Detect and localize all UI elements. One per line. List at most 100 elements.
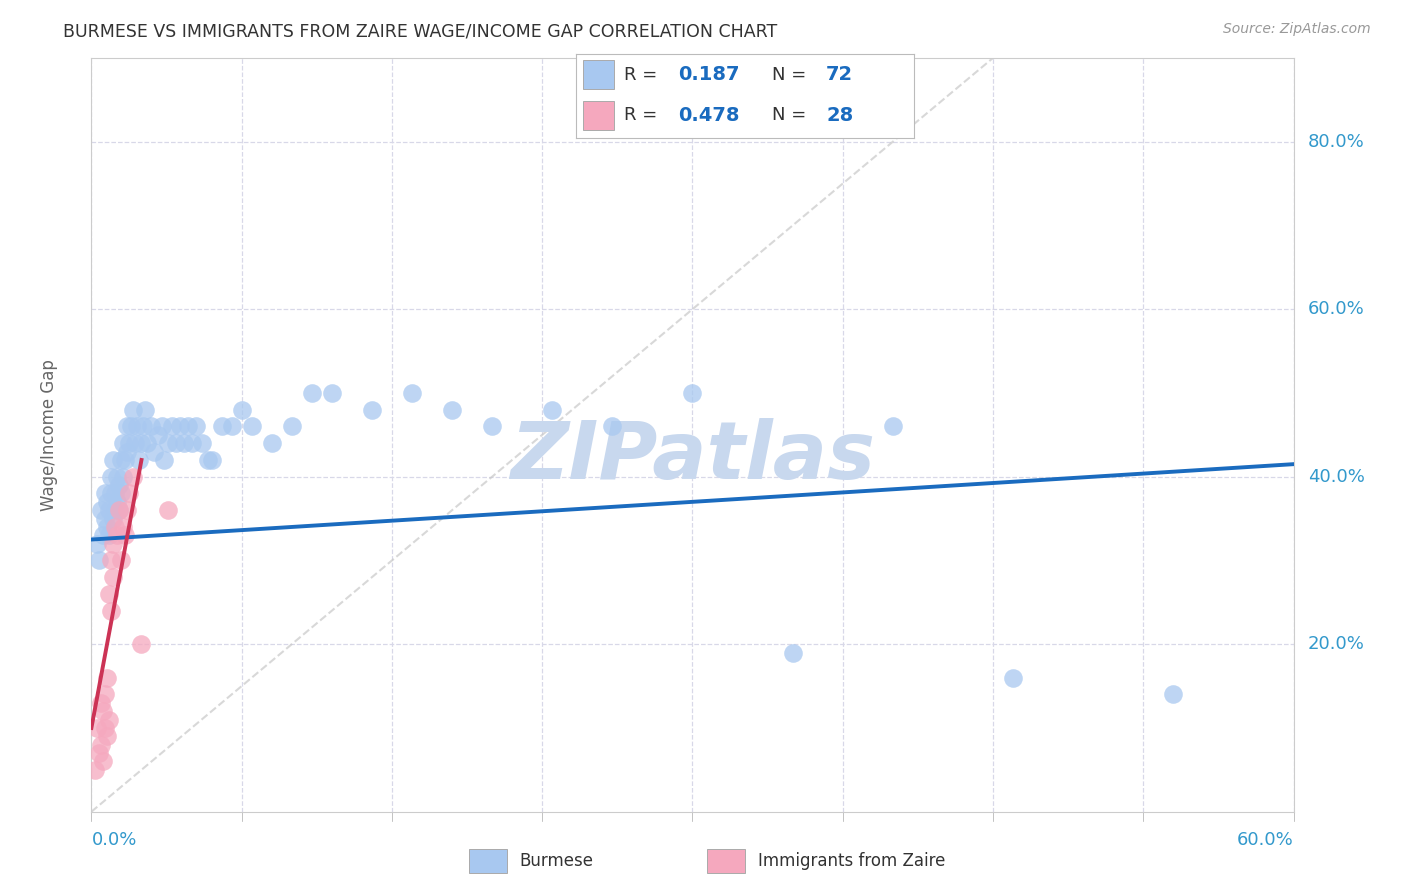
- Point: [602, 419, 624, 434]
- Point: [180, 436, 202, 450]
- Point: [110, 453, 132, 467]
- Point: [104, 486, 127, 500]
- Point: [301, 386, 323, 401]
- Point: [156, 436, 179, 450]
- Point: [321, 386, 343, 401]
- Point: [176, 419, 198, 434]
- Point: [98, 503, 121, 517]
- Text: Burmese: Burmese: [520, 852, 593, 871]
- Point: [134, 402, 156, 417]
- Point: [184, 419, 207, 434]
- Point: [93, 704, 115, 718]
- Point: [150, 419, 173, 434]
- Point: [94, 721, 117, 735]
- Text: 20.0%: 20.0%: [1308, 635, 1365, 653]
- Point: [98, 713, 121, 727]
- Point: [93, 528, 115, 542]
- Point: [401, 386, 423, 401]
- Point: [117, 444, 139, 458]
- Point: [96, 520, 118, 534]
- Point: [112, 520, 135, 534]
- Point: [90, 696, 112, 710]
- FancyBboxPatch shape: [707, 849, 745, 873]
- Point: [481, 419, 503, 434]
- Text: Wage/Income Gap: Wage/Income Gap: [41, 359, 58, 511]
- Point: [360, 402, 382, 417]
- FancyBboxPatch shape: [583, 101, 613, 130]
- Point: [152, 453, 174, 467]
- Point: [124, 436, 146, 450]
- Point: [117, 419, 139, 434]
- Point: [107, 469, 129, 483]
- Point: [96, 495, 118, 509]
- Point: [94, 486, 117, 500]
- Point: [104, 503, 127, 517]
- Point: [112, 469, 135, 483]
- Point: [98, 587, 121, 601]
- Point: [104, 520, 127, 534]
- Point: [221, 419, 243, 434]
- Text: 0.0%: 0.0%: [91, 830, 136, 848]
- Text: 80.0%: 80.0%: [1308, 133, 1365, 151]
- Text: ZIPatlas: ZIPatlas: [510, 418, 875, 497]
- Point: [89, 553, 111, 567]
- Point: [100, 604, 122, 618]
- Point: [132, 419, 155, 434]
- Point: [114, 528, 136, 542]
- Point: [128, 453, 150, 467]
- Point: [94, 688, 117, 702]
- Text: 28: 28: [827, 106, 853, 125]
- Point: [122, 402, 145, 417]
- FancyBboxPatch shape: [470, 849, 508, 873]
- Point: [681, 386, 703, 401]
- Point: [281, 419, 304, 434]
- Point: [882, 419, 904, 434]
- Point: [108, 478, 131, 492]
- Point: [100, 469, 122, 483]
- Text: 0.187: 0.187: [678, 65, 740, 84]
- Point: [84, 763, 107, 777]
- Point: [131, 637, 153, 651]
- Point: [90, 738, 112, 752]
- Point: [118, 436, 141, 450]
- Point: [160, 419, 183, 434]
- Text: Immigrants from Zaire: Immigrants from Zaire: [758, 852, 945, 871]
- Point: [98, 528, 121, 542]
- Point: [96, 730, 118, 744]
- Point: [240, 419, 263, 434]
- Point: [107, 528, 129, 542]
- Text: 60.0%: 60.0%: [1237, 830, 1294, 848]
- Point: [146, 428, 169, 442]
- Point: [136, 436, 159, 450]
- Text: R =: R =: [624, 106, 662, 124]
- Point: [142, 444, 165, 458]
- Point: [165, 436, 187, 450]
- Point: [118, 486, 141, 500]
- Text: R =: R =: [624, 66, 662, 84]
- Point: [103, 537, 125, 551]
- Point: [89, 746, 111, 760]
- Point: [100, 553, 122, 567]
- Point: [201, 453, 224, 467]
- Point: [197, 453, 219, 467]
- Point: [211, 419, 233, 434]
- Point: [112, 436, 135, 450]
- Point: [103, 570, 125, 584]
- Point: [122, 469, 145, 483]
- Point: [93, 755, 115, 769]
- Point: [1163, 688, 1185, 702]
- Text: 0.478: 0.478: [678, 106, 740, 125]
- Text: 40.0%: 40.0%: [1308, 467, 1365, 486]
- Text: N =: N =: [772, 106, 813, 124]
- Text: 60.0%: 60.0%: [1308, 301, 1365, 318]
- Point: [108, 503, 131, 517]
- Text: 72: 72: [827, 65, 853, 84]
- Point: [169, 419, 191, 434]
- Point: [541, 402, 564, 417]
- Text: Source: ZipAtlas.com: Source: ZipAtlas.com: [1223, 22, 1371, 37]
- Point: [103, 453, 125, 467]
- Point: [156, 503, 179, 517]
- Point: [86, 721, 108, 735]
- Point: [231, 402, 253, 417]
- Point: [260, 436, 283, 450]
